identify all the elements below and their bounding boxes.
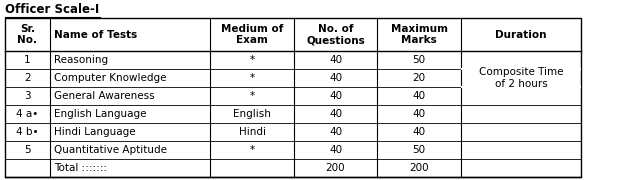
Text: 20: 20 <box>412 73 426 83</box>
Text: 40: 40 <box>329 91 342 101</box>
Text: 40: 40 <box>412 109 426 119</box>
Text: 3: 3 <box>24 91 31 101</box>
Text: 40: 40 <box>329 145 342 155</box>
Text: *: * <box>249 55 254 65</box>
Text: Sr.
No.: Sr. No. <box>17 24 38 45</box>
Text: *: * <box>249 145 254 155</box>
Text: Officer Scale-I: Officer Scale-I <box>5 3 99 16</box>
Text: 5: 5 <box>24 145 31 155</box>
Text: 40: 40 <box>329 109 342 119</box>
Text: English Language: English Language <box>54 109 147 119</box>
Text: 40: 40 <box>412 127 426 137</box>
Text: Composite Time
of 2 hours: Composite Time of 2 hours <box>479 67 563 89</box>
Text: English: English <box>233 109 271 119</box>
Text: Computer Knowledge: Computer Knowledge <box>54 73 167 83</box>
Text: 40: 40 <box>329 55 342 65</box>
Bar <box>5 18 581 177</box>
Text: 4 b•: 4 b• <box>16 127 38 137</box>
Text: Total :::::::: Total ::::::: <box>54 163 107 173</box>
Text: 40: 40 <box>329 127 342 137</box>
Text: Hindi Language: Hindi Language <box>54 127 136 137</box>
Text: Maximum
Marks: Maximum Marks <box>390 24 447 45</box>
Text: 200: 200 <box>326 163 345 173</box>
Text: 2: 2 <box>24 73 31 83</box>
Text: Medium of
Exam: Medium of Exam <box>221 24 283 45</box>
Text: Name of Tests: Name of Tests <box>54 30 137 39</box>
Text: Reasoning: Reasoning <box>54 55 108 65</box>
Text: 40: 40 <box>329 73 342 83</box>
Text: 50: 50 <box>412 145 426 155</box>
Text: *: * <box>249 73 254 83</box>
Text: 200: 200 <box>409 163 429 173</box>
Text: 4 a•: 4 a• <box>17 109 38 119</box>
Text: Hindi: Hindi <box>238 127 265 137</box>
Text: Duration: Duration <box>495 30 547 39</box>
Text: 40: 40 <box>412 91 426 101</box>
Text: 50: 50 <box>412 55 426 65</box>
Text: *: * <box>249 91 254 101</box>
Text: Quantitative Aptitude: Quantitative Aptitude <box>54 145 167 155</box>
Text: 1: 1 <box>24 55 31 65</box>
Text: General Awareness: General Awareness <box>54 91 154 101</box>
Text: No. of
Questions: No. of Questions <box>306 24 365 45</box>
